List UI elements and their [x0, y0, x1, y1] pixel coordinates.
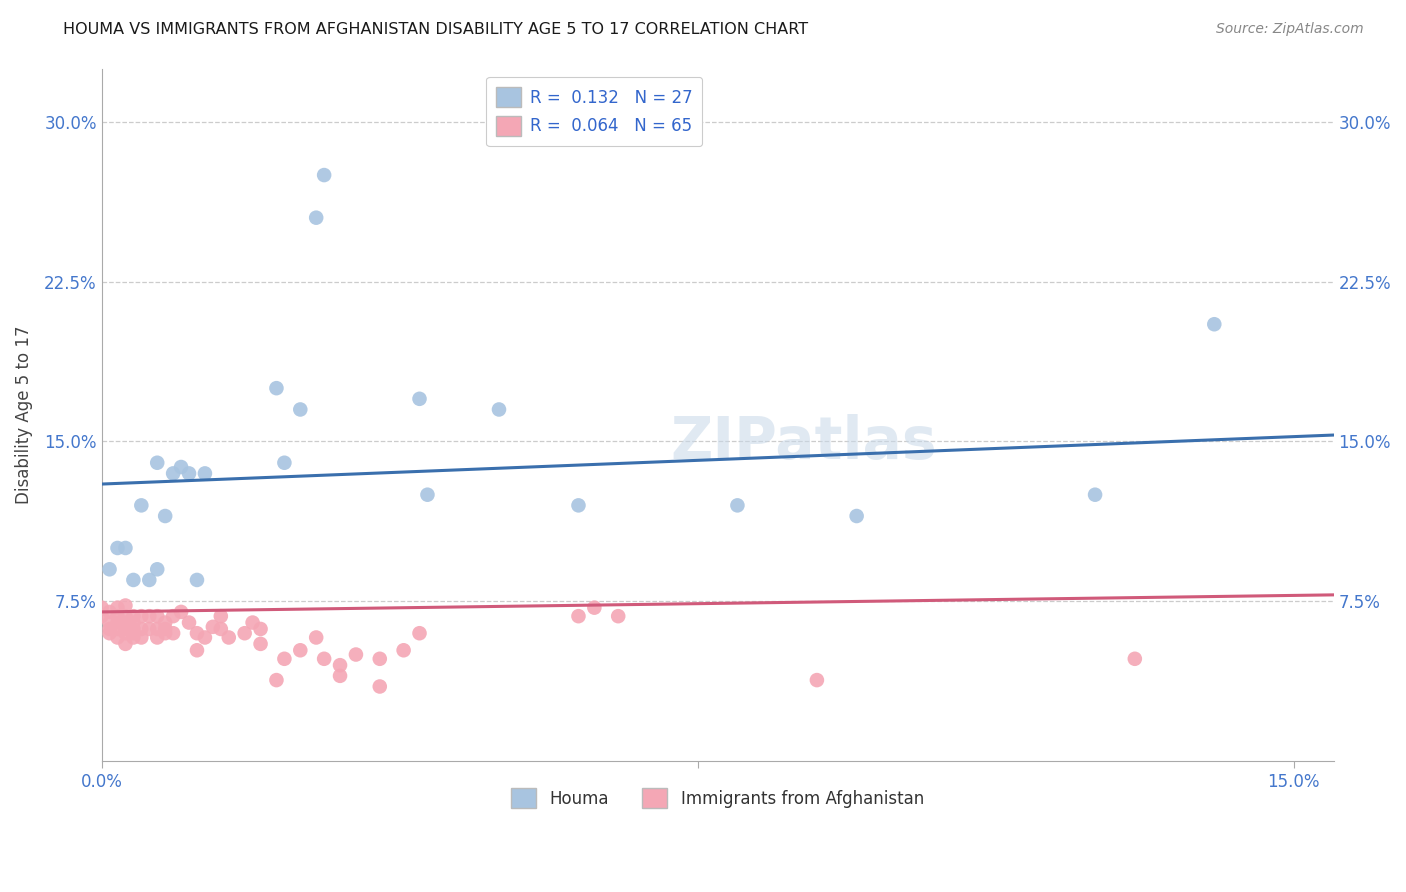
- Point: [138, 609, 160, 624]
- Point: [314, 652, 336, 666]
- Point: [567, 609, 589, 624]
- Point: [249, 637, 271, 651]
- Point: [122, 609, 145, 624]
- Point: [107, 631, 129, 645]
- Point: [290, 402, 312, 417]
- Point: [233, 626, 256, 640]
- Point: [114, 599, 136, 613]
- Point: [806, 673, 828, 687]
- Point: [177, 615, 200, 630]
- Point: [290, 643, 312, 657]
- Text: Source: ZipAtlas.com: Source: ZipAtlas.com: [1216, 22, 1364, 37]
- Point: [329, 669, 352, 683]
- Y-axis label: Disability Age 5 to 17: Disability Age 5 to 17: [15, 326, 32, 504]
- Point: [107, 541, 129, 555]
- Point: [114, 541, 136, 555]
- Point: [416, 488, 439, 502]
- Point: [329, 658, 352, 673]
- Point: [583, 600, 606, 615]
- Point: [344, 648, 367, 662]
- Point: [177, 467, 200, 481]
- Point: [138, 573, 160, 587]
- Point: [273, 456, 295, 470]
- Point: [186, 643, 208, 657]
- Point: [146, 456, 169, 470]
- Point: [194, 467, 217, 481]
- Point: [305, 631, 328, 645]
- Point: [488, 402, 510, 417]
- Point: [114, 637, 136, 651]
- Point: [107, 600, 129, 615]
- Point: [138, 622, 160, 636]
- Point: [146, 562, 169, 576]
- Point: [153, 508, 176, 523]
- Point: [218, 631, 240, 645]
- Point: [98, 626, 121, 640]
- Point: [122, 626, 145, 640]
- Point: [107, 615, 129, 630]
- Point: [114, 622, 136, 636]
- Point: [209, 622, 232, 636]
- Point: [162, 626, 184, 640]
- Point: [845, 508, 868, 523]
- Point: [162, 467, 184, 481]
- Point: [170, 460, 193, 475]
- Point: [242, 615, 264, 630]
- Point: [1204, 317, 1226, 331]
- Point: [131, 609, 153, 624]
- Point: [266, 673, 288, 687]
- Point: [114, 609, 136, 624]
- Point: [114, 615, 136, 630]
- Point: [98, 622, 121, 636]
- Point: [153, 626, 176, 640]
- Point: [186, 626, 208, 640]
- Point: [107, 622, 129, 636]
- Point: [201, 620, 224, 634]
- Point: [1123, 652, 1146, 666]
- Point: [90, 609, 112, 624]
- Point: [107, 609, 129, 624]
- Point: [194, 631, 217, 645]
- Point: [162, 609, 184, 624]
- Point: [567, 499, 589, 513]
- Point: [273, 652, 295, 666]
- Point: [114, 626, 136, 640]
- Point: [122, 615, 145, 630]
- Text: ZIPatlas: ZIPatlas: [671, 414, 938, 471]
- Point: [1084, 488, 1107, 502]
- Point: [266, 381, 288, 395]
- Point: [305, 211, 328, 225]
- Legend: Houma, Immigrants from Afghanistan: Houma, Immigrants from Afghanistan: [505, 781, 931, 815]
- Point: [98, 562, 121, 576]
- Point: [98, 615, 121, 630]
- Point: [122, 631, 145, 645]
- Point: [408, 626, 430, 640]
- Point: [146, 609, 169, 624]
- Point: [368, 680, 391, 694]
- Point: [153, 622, 176, 636]
- Point: [122, 573, 145, 587]
- Point: [392, 643, 415, 657]
- Point: [153, 615, 176, 630]
- Point: [146, 622, 169, 636]
- Point: [122, 622, 145, 636]
- Point: [314, 168, 336, 182]
- Point: [186, 573, 208, 587]
- Point: [131, 499, 153, 513]
- Point: [170, 605, 193, 619]
- Point: [131, 622, 153, 636]
- Point: [98, 605, 121, 619]
- Point: [146, 631, 169, 645]
- Point: [607, 609, 630, 624]
- Point: [408, 392, 430, 406]
- Point: [209, 609, 232, 624]
- Point: [90, 600, 112, 615]
- Point: [249, 622, 271, 636]
- Text: HOUMA VS IMMIGRANTS FROM AFGHANISTAN DISABILITY AGE 5 TO 17 CORRELATION CHART: HOUMA VS IMMIGRANTS FROM AFGHANISTAN DIS…: [63, 22, 808, 37]
- Point: [368, 652, 391, 666]
- Point: [725, 499, 748, 513]
- Point: [131, 631, 153, 645]
